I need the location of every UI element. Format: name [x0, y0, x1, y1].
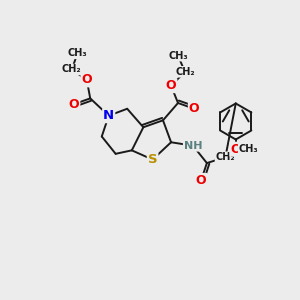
Text: O: O	[69, 98, 80, 111]
Text: CH₂: CH₂	[62, 64, 82, 74]
Text: CH₂: CH₂	[175, 67, 195, 77]
Text: CH₃: CH₃	[68, 48, 87, 58]
Text: NH: NH	[184, 141, 202, 151]
Text: CH₂: CH₂	[215, 152, 235, 162]
Text: O: O	[189, 102, 200, 115]
Text: CH₃: CH₃	[168, 51, 188, 61]
Text: N: N	[103, 109, 114, 122]
Text: S: S	[148, 153, 158, 166]
Text: CH₃: CH₃	[238, 144, 258, 154]
Text: O: O	[230, 143, 241, 156]
Text: O: O	[166, 79, 176, 92]
Text: O: O	[81, 74, 92, 86]
Text: O: O	[196, 174, 206, 187]
